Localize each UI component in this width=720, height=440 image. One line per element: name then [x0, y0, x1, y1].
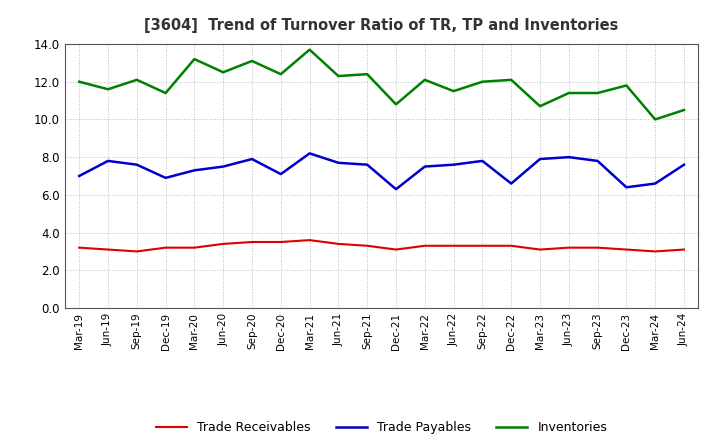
Trade Payables	[75, 173, 84, 179]
Trade Receivables	[248, 239, 256, 245]
Trade Payables	[219, 164, 228, 169]
Inventories	[75, 79, 84, 84]
Trade Payables	[334, 160, 343, 165]
Inventories	[161, 90, 170, 95]
Trade Receivables	[392, 247, 400, 252]
Trade Receivables	[132, 249, 141, 254]
Inventories	[363, 72, 372, 77]
Trade Payables	[305, 151, 314, 156]
Inventories	[334, 73, 343, 79]
Inventories	[132, 77, 141, 82]
Line: Trade Receivables: Trade Receivables	[79, 240, 684, 251]
Inventories	[622, 83, 631, 88]
Trade Payables	[622, 185, 631, 190]
Inventories	[507, 77, 516, 82]
Trade Receivables	[449, 243, 458, 249]
Line: Trade Payables: Trade Payables	[79, 154, 684, 189]
Inventories	[104, 87, 112, 92]
Trade Receivables	[276, 239, 285, 245]
Trade Receivables	[75, 245, 84, 250]
Inventories	[248, 59, 256, 64]
Trade Payables	[680, 162, 688, 167]
Inventories	[420, 77, 429, 82]
Trade Payables	[564, 154, 573, 160]
Inventories	[651, 117, 660, 122]
Title: [3604]  Trend of Turnover Ratio of TR, TP and Inventories: [3604] Trend of Turnover Ratio of TR, TP…	[145, 18, 618, 33]
Trade Payables	[132, 162, 141, 167]
Trade Receivables	[622, 247, 631, 252]
Trade Receivables	[219, 241, 228, 246]
Trade Receivables	[334, 241, 343, 246]
Trade Receivables	[363, 243, 372, 249]
Trade Receivables	[507, 243, 516, 249]
Trade Receivables	[593, 245, 602, 250]
Trade Payables	[104, 158, 112, 164]
Inventories	[564, 90, 573, 95]
Inventories	[680, 107, 688, 113]
Inventories	[305, 47, 314, 52]
Trade Receivables	[564, 245, 573, 250]
Trade Payables	[363, 162, 372, 167]
Inventories	[392, 102, 400, 107]
Inventories	[478, 79, 487, 84]
Trade Receivables	[420, 243, 429, 249]
Trade Payables	[593, 158, 602, 164]
Trade Receivables	[478, 243, 487, 249]
Inventories	[449, 88, 458, 94]
Trade Payables	[536, 156, 544, 161]
Inventories	[276, 72, 285, 77]
Trade Receivables	[190, 245, 199, 250]
Legend: Trade Receivables, Trade Payables, Inventories: Trade Receivables, Trade Payables, Inven…	[151, 416, 612, 439]
Inventories	[219, 70, 228, 75]
Trade Payables	[449, 162, 458, 167]
Trade Receivables	[680, 247, 688, 252]
Trade Payables	[392, 187, 400, 192]
Trade Receivables	[305, 238, 314, 243]
Trade Payables	[420, 164, 429, 169]
Trade Payables	[651, 181, 660, 186]
Trade Receivables	[161, 245, 170, 250]
Trade Receivables	[651, 249, 660, 254]
Trade Payables	[276, 172, 285, 177]
Trade Payables	[478, 158, 487, 164]
Line: Inventories: Inventories	[79, 50, 684, 119]
Trade Receivables	[104, 247, 112, 252]
Trade Payables	[507, 181, 516, 186]
Inventories	[190, 56, 199, 62]
Trade Payables	[190, 168, 199, 173]
Trade Receivables	[536, 247, 544, 252]
Trade Payables	[248, 156, 256, 161]
Inventories	[536, 103, 544, 109]
Trade Payables	[161, 175, 170, 180]
Inventories	[593, 90, 602, 95]
